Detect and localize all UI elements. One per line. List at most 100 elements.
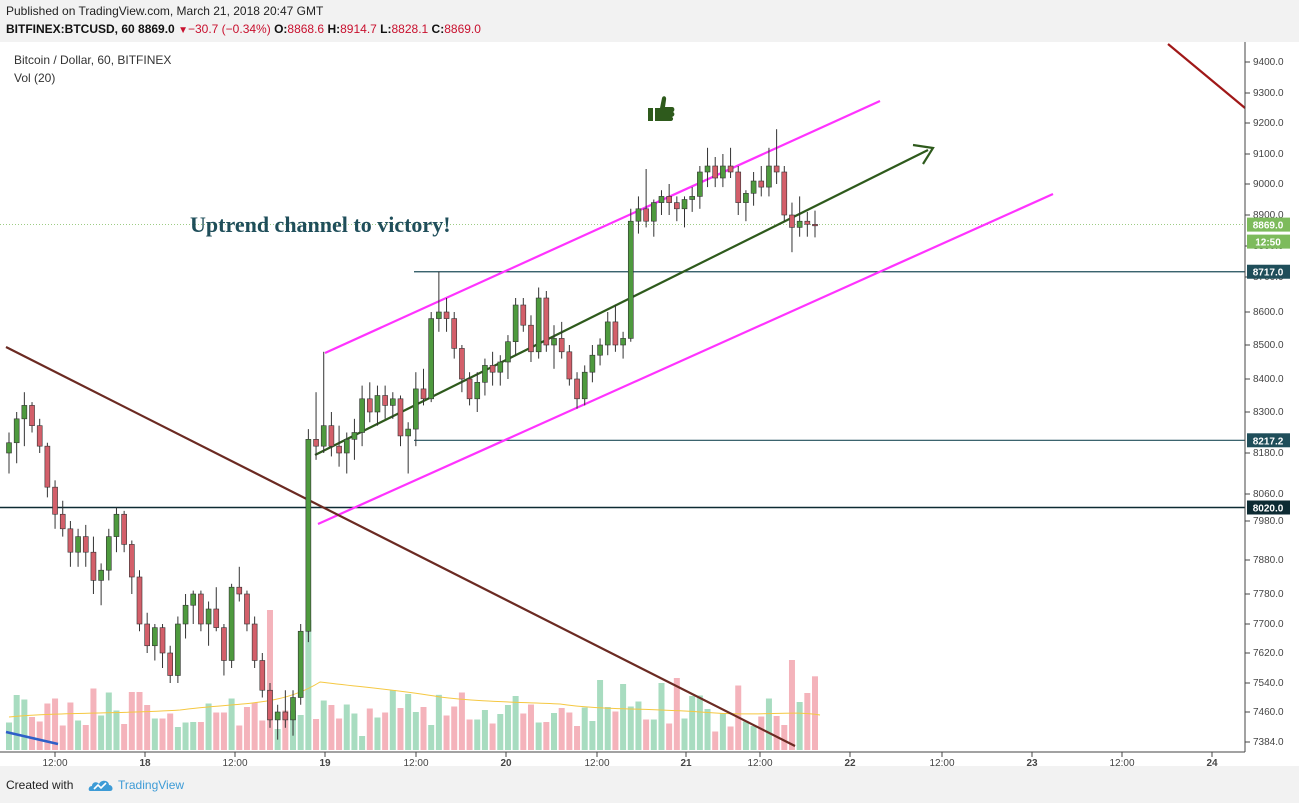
tradingview-logo-icon[interactable]: [88, 777, 114, 793]
price-tick-label: 7880.0: [1253, 555, 1284, 566]
candle-body: [259, 660, 266, 691]
candle-body: [459, 348, 465, 380]
candle-body: [6, 442, 12, 454]
trend-arrow-head: [912, 143, 935, 165]
price-tick-label: 8180.0: [1253, 448, 1284, 459]
volume-bar: [21, 699, 28, 750]
candle: [6, 432, 12, 474]
price-label-text: 8869.0: [1253, 221, 1284, 232]
candle-body: [635, 208, 642, 222]
candle: [413, 372, 419, 447]
volume-bar: [397, 708, 404, 750]
candle-body: [98, 569, 104, 581]
candle: [474, 372, 481, 412]
candle: [167, 645, 173, 683]
volume-bar: [359, 736, 366, 750]
candle-body: [697, 171, 703, 197]
time-tick-label: 12:00: [42, 758, 67, 766]
volume-bar: [689, 696, 696, 750]
volume-bar: [75, 720, 82, 750]
volume-bar: [366, 708, 373, 750]
candle: [159, 624, 166, 668]
close-value: 8869.0: [444, 22, 481, 36]
candle-body: [52, 486, 58, 515]
plot-area[interactable]: [0, 42, 1245, 766]
price-tick-label: 7620.0: [1253, 648, 1284, 659]
volume-bar: [313, 719, 320, 750]
price-label-box: 8869.0: [1247, 217, 1290, 232]
candle-body: [328, 425, 335, 447]
candle-body: [221, 627, 227, 661]
volume-bar: [773, 716, 780, 750]
candle: [697, 166, 703, 209]
candle: [29, 402, 35, 433]
volume-bar: [151, 718, 158, 750]
volume-bar: [174, 727, 181, 750]
price-tick-label: 8300.0: [1253, 407, 1284, 418]
tradingview-link[interactable]: TradingView: [118, 778, 185, 792]
candle-body: [167, 652, 173, 676]
price-label-text: 8020.0: [1253, 504, 1284, 515]
time-tick-label: 12:00: [403, 758, 428, 766]
candle-body: [474, 381, 481, 400]
candle-body: [804, 220, 811, 225]
candle-body: [82, 536, 89, 553]
channel-upper-line: [324, 99, 881, 355]
price-chart[interactable]: 9400.09300.09200.09100.09000.08900.08800…: [0, 42, 1299, 766]
candle-body: [274, 711, 281, 721]
candle: [343, 432, 350, 474]
candle: [505, 335, 511, 379]
volume-bar: [620, 684, 627, 750]
time-tick-label: 23: [1026, 758, 1038, 766]
candle-body: [643, 208, 649, 222]
volume-bar: [213, 712, 220, 750]
legend-title: Bitcoin / Dollar, 60, BITFINEX: [14, 53, 171, 67]
candle: [244, 590, 250, 632]
candle: [82, 524, 89, 567]
candle-body: [466, 378, 473, 400]
candle: [359, 385, 365, 447]
candle-body: [390, 398, 396, 406]
candle: [221, 624, 227, 676]
volume-bar: [190, 722, 197, 750]
symbol-line: BITFINEX:BTCUSD, 60 8869.0 ▼−30.7 (−0.34…: [6, 22, 481, 36]
candle: [489, 351, 496, 386]
candle-body: [113, 513, 120, 537]
candle-body: [129, 544, 135, 578]
candle-body: [812, 224, 818, 227]
price-tick-label: 9400.0: [1253, 57, 1284, 68]
price-tick-label: 7540.0: [1253, 678, 1284, 689]
candle: [482, 358, 488, 396]
price-label-box: 8217.2: [1247, 433, 1290, 448]
volume-bar: [205, 703, 212, 750]
volume-bar: [236, 725, 243, 750]
candle: [566, 345, 573, 386]
candle: [766, 147, 772, 197]
candle: [643, 169, 649, 228]
volume-bar: [673, 678, 680, 750]
candle: [305, 429, 312, 643]
symbol-name: BITFINEX:BTCUSD, 60: [6, 22, 135, 36]
candle-body: [190, 593, 197, 606]
time-tick-label: 19: [319, 758, 331, 766]
candle-body: [313, 439, 319, 447]
price-tick-label: 9200.0: [1253, 118, 1284, 129]
candle: [720, 154, 726, 188]
candle-body: [336, 445, 342, 454]
price-axis[interactable]: 9400.09300.09200.09100.09000.08900.08800…: [1245, 57, 1284, 748]
volume-bar: [765, 698, 772, 750]
candle-body: [44, 445, 51, 488]
volume-bar: [182, 722, 189, 750]
candle: [121, 510, 127, 553]
candle-body: [627, 220, 634, 339]
candle: [297, 624, 304, 705]
volume-bar: [320, 700, 327, 750]
last-price: 8869.0: [138, 22, 175, 36]
candle: [658, 190, 665, 215]
candle: [796, 196, 803, 237]
time-tick-label: 12:00: [222, 758, 247, 766]
time-axis[interactable]: 12:00 18 12:00 19 12:00 20 12:00 21 12:00 22 12:00…: [42, 752, 1218, 766]
time-tick-label: 18: [139, 758, 151, 766]
volume-bar: [6, 722, 12, 750]
candle: [581, 365, 588, 406]
